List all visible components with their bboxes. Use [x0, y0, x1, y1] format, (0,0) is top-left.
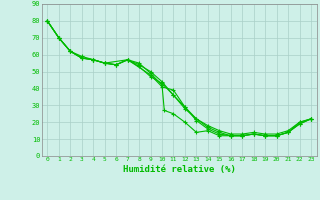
- X-axis label: Humidité relative (%): Humidité relative (%): [123, 165, 236, 174]
